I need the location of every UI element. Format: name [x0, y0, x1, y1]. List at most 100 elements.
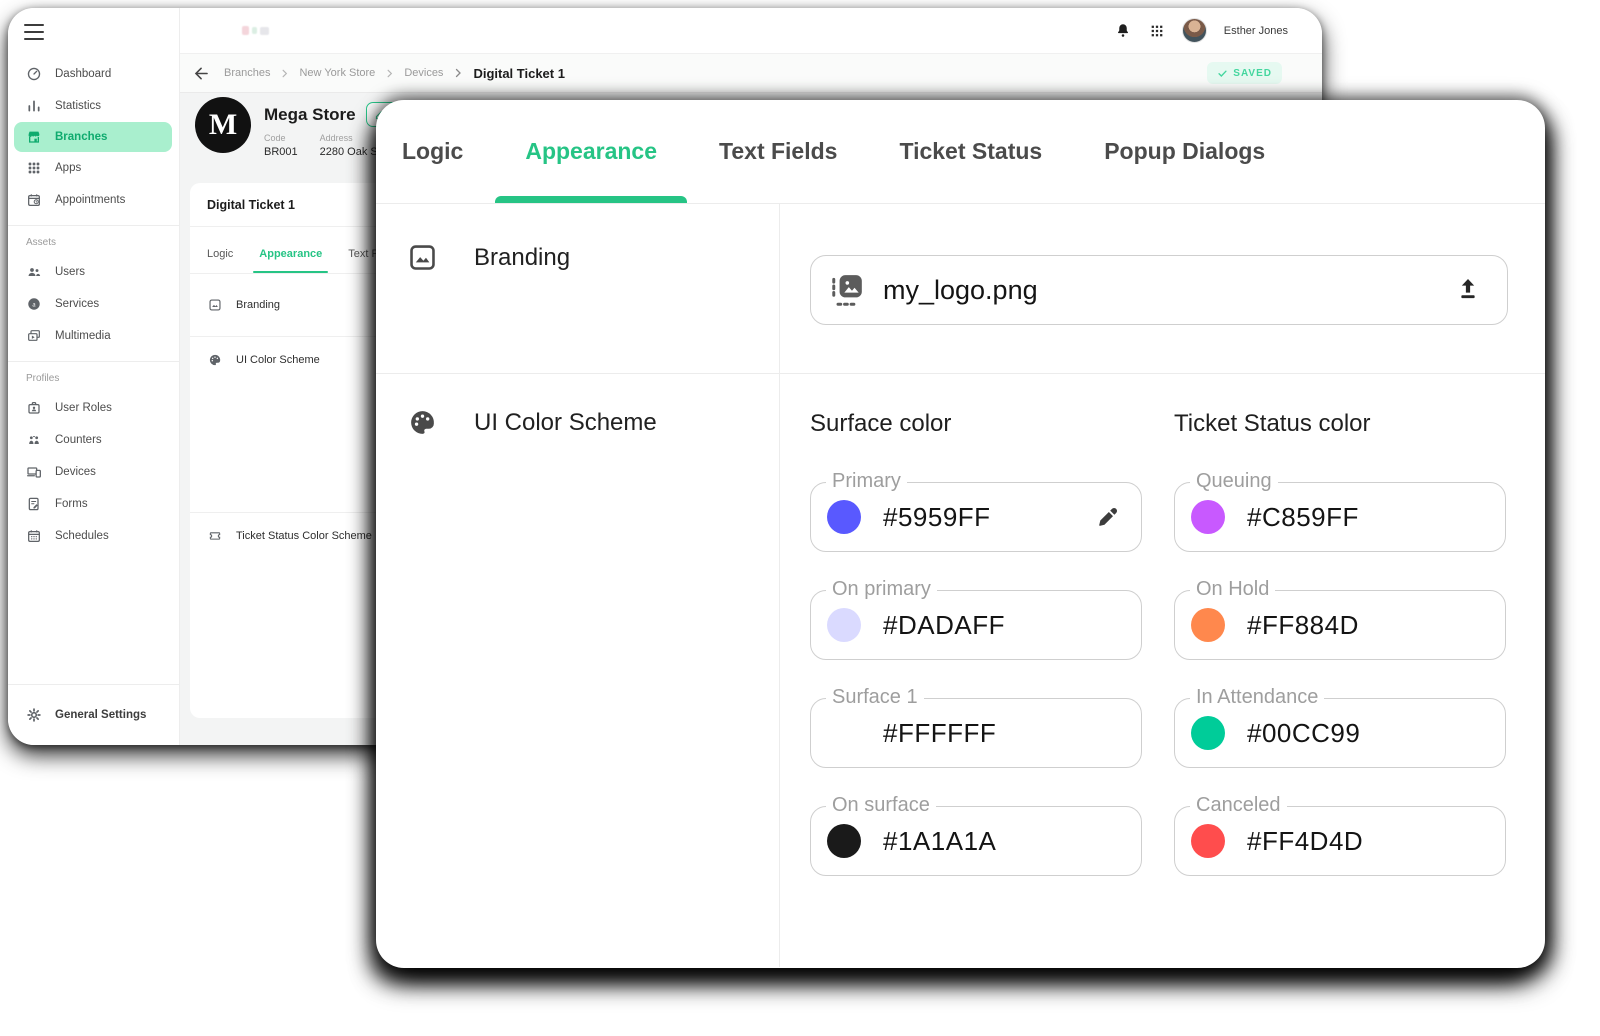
breadcrumb-link[interactable]: New York Store — [299, 67, 376, 79]
saved-status-badge: SAVED — [1207, 62, 1282, 84]
color-swatch — [1191, 608, 1225, 642]
tab-appearance[interactable]: Appearance — [495, 100, 687, 203]
sidebar-item-label: Apps — [55, 162, 82, 174]
user-name: Esther Jones — [1223, 24, 1288, 37]
image-icon — [410, 245, 435, 270]
card-title: Digital Ticket 1 — [207, 198, 295, 212]
color-hex-value: #FF884D — [1247, 609, 1359, 640]
color-swatch — [1191, 824, 1225, 858]
devices-icon — [27, 467, 41, 478]
color-hex-value: #FF4D4D — [1247, 825, 1364, 856]
breadcrumb-link[interactable]: Devices — [404, 67, 444, 79]
sidebar-item-user-roles[interactable]: User Roles — [8, 392, 179, 424]
surface-color-column: Surface color Primary #5959FF On primar — [810, 410, 1142, 967]
multimedia-icon — [28, 330, 40, 341]
card-row-branding[interactable]: Branding — [190, 274, 830, 336]
sidebar-item-appointments[interactable]: Appointments — [8, 184, 179, 216]
color-field-primary[interactable]: Primary #5959FF — [810, 468, 1142, 552]
back-arrow-icon[interactable] — [192, 64, 211, 83]
dashboard-icon — [27, 67, 41, 81]
sidebar-item-label: Users — [55, 266, 86, 278]
color-field-on-primary[interactable]: On primary #DADAFF — [810, 576, 1142, 660]
color-hex-value: #FFFFFF — [883, 717, 997, 748]
color-field-label: On primary — [826, 577, 937, 601]
card-tab-appearance[interactable]: Appearance — [253, 235, 329, 273]
sidebar-item-multimedia[interactable]: Multimedia — [8, 320, 179, 352]
store-header: M Mega Store Code BR001 — [195, 97, 420, 158]
color-field-on-hold[interactable]: On Hold #FF884D — [1174, 576, 1506, 660]
color-field-label: Queuing — [1190, 469, 1278, 493]
statistics-icon — [28, 100, 40, 112]
breadcrumb: Branches New York Store Devices Digital … — [180, 53, 1322, 93]
color-field-canceled[interactable]: Canceled #FF4D4D — [1174, 792, 1506, 876]
palette-icon — [209, 354, 221, 366]
color-swatch — [827, 608, 861, 642]
counters-icon — [29, 436, 39, 444]
color-field-in-attendance[interactable]: In Attendance #00CC99 — [1174, 684, 1506, 768]
sidebar-item-schedules[interactable]: Schedules — [8, 520, 179, 552]
sidebar-item-services[interactable]: a Services — [8, 288, 179, 320]
color-swatch — [827, 500, 861, 534]
topbar: Esther Jones — [180, 8, 1322, 53]
color-field-queuing[interactable]: Queuing #C859FF — [1174, 468, 1506, 552]
sidebar-item-label: Counters — [55, 434, 102, 446]
sidebar-item-general-settings[interactable]: General Settings — [8, 699, 179, 731]
sidebar-item-devices[interactable]: Devices — [8, 456, 179, 488]
color-field-label: Primary — [826, 469, 907, 493]
faded-logo — [242, 26, 269, 35]
sidebar-item-statistics[interactable]: Statistics — [8, 90, 179, 122]
panel-tab-bar: Logic Appearance Text Fields Ticket Stat… — [376, 100, 1545, 204]
eyedropper-icon[interactable] — [1094, 504, 1121, 531]
sidebar-section-profiles: Profiles — [26, 373, 60, 384]
divider — [8, 361, 179, 362]
ticket-icon — [209, 532, 221, 540]
sidebar-item-label: Multimedia — [55, 330, 111, 342]
breadcrumb-current: Digital Ticket 1 — [473, 65, 565, 81]
menu-icon[interactable] — [24, 24, 44, 40]
card-row-ui-color-scheme[interactable]: UI Color Scheme — [190, 345, 830, 375]
card-row-ticket-status-scheme[interactable]: Ticket Status Color Scheme — [190, 519, 830, 553]
tab-popup-dialogs[interactable]: Popup Dialogs — [1104, 138, 1266, 164]
notifications-bell-icon[interactable] — [1114, 22, 1132, 40]
sidebar-item-label: Appointments — [55, 194, 126, 206]
store-logo: M — [195, 97, 251, 153]
card-tab-logic[interactable]: Logic — [207, 248, 234, 260]
sidebar-item-users[interactable]: Users — [8, 256, 179, 288]
color-field-on-surface[interactable]: On surface #1A1A1A — [810, 792, 1142, 876]
tab-logic[interactable]: Logic — [402, 138, 464, 164]
color-swatch — [1191, 500, 1225, 534]
store-icon — [28, 131, 40, 143]
color-field-label: On surface — [826, 793, 936, 817]
appointments-icon — [28, 194, 40, 206]
sidebar-item-branches[interactable]: Branches — [14, 122, 172, 152]
surface-color-heading: Surface color — [810, 410, 952, 437]
divider — [8, 225, 179, 226]
sidebar-item-label: Statistics — [55, 100, 102, 112]
ticket-status-color-column: Ticket Status color Queuing #C859FF On H… — [1174, 410, 1506, 967]
appearance-settings-panel: Logic Appearance Text Fields Ticket Stat… — [376, 100, 1545, 968]
sidebar-item-dashboard[interactable]: Dashboard — [8, 58, 179, 90]
divider — [8, 684, 179, 685]
sidebar-item-forms[interactable]: Forms — [8, 488, 179, 520]
upload-icon[interactable] — [1453, 275, 1483, 305]
gear-icon — [27, 708, 41, 722]
color-field-surface-1[interactable]: Surface 1 #FFFFFF — [810, 684, 1142, 768]
tab-ticket-status[interactable]: Ticket Status — [899, 138, 1043, 164]
sidebar-item-label: Forms — [55, 498, 88, 510]
logo-file-field[interactable]: my_logo.png — [810, 255, 1508, 325]
address-label: Address — [319, 133, 353, 143]
sidebar: Dashboard Statistics Branches Apps Appoi… — [8, 8, 180, 745]
color-swatch — [827, 824, 861, 858]
services-icon: a — [28, 298, 40, 310]
tab-text-fields[interactable]: Text Fields — [719, 138, 838, 164]
color-field-label: On Hold — [1190, 577, 1276, 601]
color-field-label: Canceled — [1190, 793, 1287, 817]
avatar[interactable] — [1181, 18, 1207, 43]
sidebar-item-counters[interactable]: Counters — [8, 424, 179, 456]
code-value: BR001 — [264, 146, 298, 158]
branding-section-label: Branding — [376, 204, 780, 374]
app-launcher-grid-icon[interactable] — [1149, 23, 1165, 39]
sidebar-item-apps[interactable]: Apps — [8, 152, 179, 184]
breadcrumb-link[interactable]: Branches — [224, 67, 271, 79]
